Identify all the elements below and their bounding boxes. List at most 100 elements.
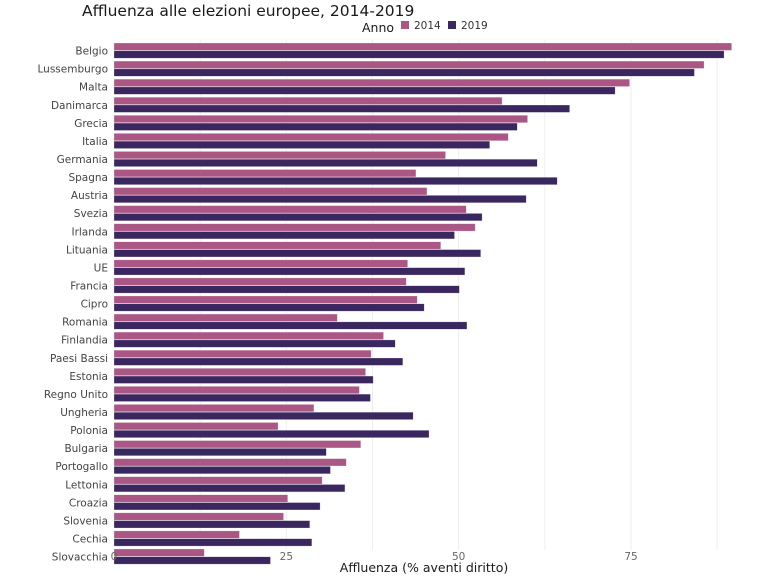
- bar-2014-ungheria[interactable]: [113, 404, 315, 413]
- bar-2014-austria[interactable]: [113, 187, 428, 196]
- x-axis: 0 25 50 75: [111, 551, 638, 563]
- bar-2014-polonia[interactable]: [113, 422, 279, 431]
- y-tick-label: Austria: [71, 190, 108, 202]
- y-tick-label: Slovacchia: [52, 552, 108, 564]
- x-tick-label: 50: [452, 551, 465, 563]
- bar-2019-ungheria[interactable]: [113, 411, 414, 420]
- y-tick-label: Bulgaria: [64, 443, 108, 455]
- y-tick-label: Paesi Bassi: [50, 353, 108, 365]
- bar-2019-paesi-bassi[interactable]: [113, 357, 404, 366]
- bar-2014-svezia[interactable]: [113, 205, 467, 214]
- y-tick-label: Lussemburgo: [38, 64, 109, 76]
- legend-swatch-2019[interactable]: [448, 21, 456, 29]
- bar-2014-estonia[interactable]: [113, 368, 366, 376]
- y-tick-label: Slovenia: [63, 515, 108, 527]
- bar-2019-polonia[interactable]: [113, 430, 430, 438]
- bar-2014-slovenia[interactable]: [113, 512, 284, 521]
- y-tick-label: Lituania: [66, 244, 108, 256]
- y-tick-label: Germania: [57, 154, 108, 166]
- bar-2014-italia[interactable]: [113, 133, 509, 142]
- bar-2019-danimarca[interactable]: [113, 104, 570, 113]
- y-tick-label: Polonia: [70, 425, 108, 437]
- legend-swatch-2014[interactable]: [401, 21, 409, 29]
- y-tick-label: Estonia: [69, 371, 108, 383]
- bar-2019-malta[interactable]: [113, 86, 616, 95]
- bar-2014-spagna[interactable]: [113, 169, 417, 178]
- bar-2014-cipro[interactable]: [113, 295, 418, 304]
- bar-2014-belgio[interactable]: [113, 42, 732, 51]
- bar-2019-slovenia[interactable]: [113, 520, 311, 529]
- legend-title: Anno: [362, 20, 394, 35]
- bar-2014-finlandia[interactable]: [113, 331, 384, 340]
- bar-2014-lussemburgo[interactable]: [113, 60, 705, 69]
- bar-2019-bulgaria[interactable]: [113, 448, 327, 456]
- bar-2019-ue[interactable]: [113, 267, 466, 276]
- bar-2019-italia[interactable]: [113, 140, 490, 149]
- y-tick-label: Svezia: [74, 208, 108, 220]
- bar-2014-francia[interactable]: [113, 277, 407, 286]
- bar-2014-irlanda[interactable]: [113, 223, 476, 232]
- bar-2019-irlanda[interactable]: [113, 231, 455, 240]
- x-tick-label: 25: [280, 551, 293, 563]
- y-tick-label: Spagna: [68, 172, 108, 184]
- bar-2019-slovacchia[interactable]: [113, 556, 271, 565]
- bar-2019-regno-unito[interactable]: [113, 393, 371, 402]
- bar-2014-portogallo[interactable]: [113, 458, 347, 467]
- bar-2014-romania[interactable]: [113, 313, 338, 322]
- bar-2014-lettonia[interactable]: [113, 476, 323, 485]
- y-tick-label: Danimarca: [51, 100, 108, 112]
- x-tick-label: 0: [111, 551, 118, 563]
- y-tick-label: Francia: [70, 281, 108, 293]
- bar-2019-estonia[interactable]: [113, 375, 374, 384]
- y-tick-label: Irlanda: [71, 226, 108, 238]
- legend-label-2014[interactable]: 2014: [414, 20, 441, 32]
- bar-2014-cechia[interactable]: [113, 530, 240, 539]
- x-axis-label: Affluenza (% aventi diritto): [340, 560, 508, 575]
- bar-2014-germania[interactable]: [113, 151, 446, 160]
- bar-2019-grecia[interactable]: [113, 122, 518, 131]
- y-tick-label: Belgio: [75, 46, 108, 58]
- y-axis: Belgio Lussemburgo Malta Danimarca Grecia Ita…: [38, 46, 109, 564]
- bar-2014-ue[interactable]: [113, 259, 408, 268]
- legend-label-2019[interactable]: 2019: [461, 20, 488, 32]
- bar-2019-portogallo[interactable]: [113, 466, 331, 475]
- bar-2019-finlandia[interactable]: [113, 339, 396, 348]
- y-tick-label: Ungheria: [60, 407, 108, 419]
- y-tick-label: Cipro: [81, 299, 108, 311]
- y-tick-label: Portogallo: [55, 461, 108, 473]
- bar-2014-grecia[interactable]: [113, 115, 528, 123]
- y-tick-label: Romania: [62, 317, 108, 329]
- bar-2019-svezia[interactable]: [113, 213, 483, 222]
- bar-2019-germania[interactable]: [113, 158, 538, 167]
- bar-2019-croazia[interactable]: [113, 502, 321, 511]
- bar-2019-belgio[interactable]: [113, 50, 725, 59]
- bar-2019-austria[interactable]: [113, 195, 527, 204]
- bars: [113, 42, 732, 565]
- y-tick-label: Grecia: [74, 118, 108, 130]
- bar-2019-cechia[interactable]: [113, 538, 313, 547]
- bar-2019-lituania[interactable]: [113, 249, 481, 258]
- bar-2019-lussemburgo[interactable]: [113, 68, 695, 77]
- bar-2019-cipro[interactable]: [113, 303, 425, 312]
- y-tick-label: Cechia: [72, 533, 108, 545]
- bar-2014-danimarca[interactable]: [113, 96, 503, 105]
- bar-2014-malta[interactable]: [113, 78, 630, 87]
- x-tick-label: 75: [624, 551, 637, 563]
- bar-2014-lituania[interactable]: [113, 241, 441, 250]
- bar-2014-bulgaria[interactable]: [113, 440, 362, 449]
- bar-2014-slovacchia[interactable]: [113, 548, 205, 557]
- y-tick-label: UE: [94, 262, 108, 274]
- bar-2014-paesi-bassi[interactable]: [113, 349, 372, 358]
- bar-2014-croazia[interactable]: [113, 494, 288, 503]
- bar-2014-regno-unito[interactable]: [113, 386, 360, 394]
- bar-2019-francia[interactable]: [113, 285, 460, 294]
- bar-2019-romania[interactable]: [113, 321, 468, 330]
- y-tick-label: Finlandia: [61, 335, 108, 347]
- bar-2019-lettonia[interactable]: [113, 484, 346, 493]
- y-tick-label: Malta: [79, 82, 108, 94]
- y-tick-label: Croazia: [69, 497, 108, 509]
- chart-title: Affluenza alle elezioni europee, 2014-20…: [82, 2, 414, 20]
- legend: Anno 2014 2019: [362, 20, 488, 35]
- bar-2019-spagna[interactable]: [113, 177, 558, 185]
